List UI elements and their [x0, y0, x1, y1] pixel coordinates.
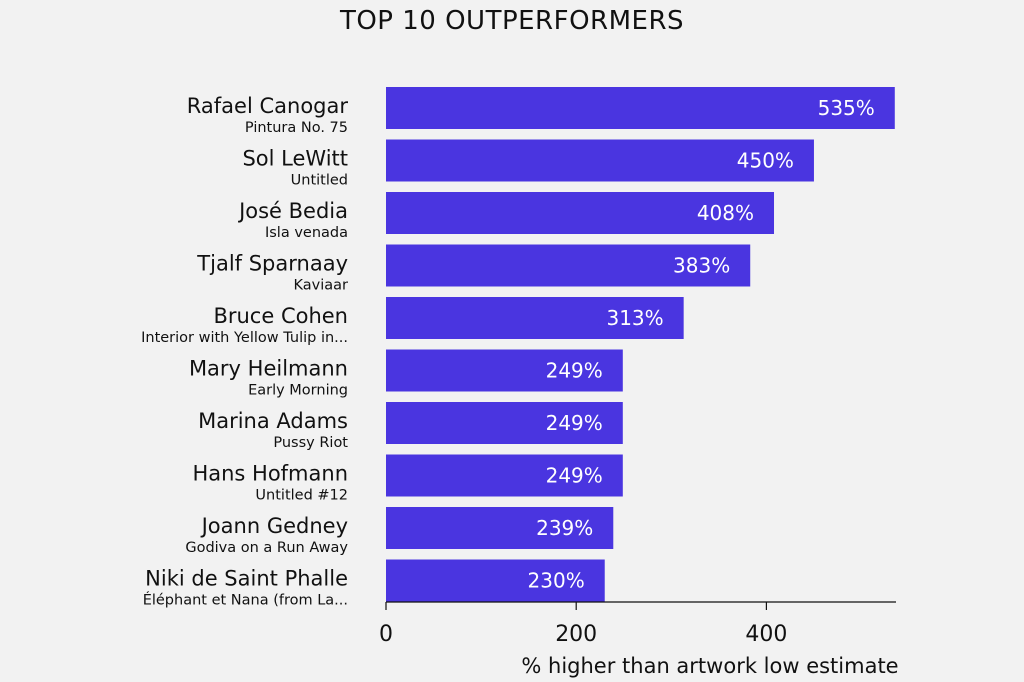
artwork-label: Éléphant et Nana (from La...	[143, 592, 348, 609]
x-axis: 0 200 400 % higher than artwork low estimat…	[379, 601, 899, 678]
x-tick-label: 0	[379, 622, 393, 647]
artwork-label: Kaviaar	[294, 278, 349, 294]
bar	[386, 454, 623, 497]
bar	[386, 507, 614, 549]
bar	[386, 349, 623, 392]
artwork-label: Interior with Yellow Tulip in...	[141, 330, 348, 346]
x-axis-label: % higher than artwork low estimate	[521, 654, 898, 678]
artwork-label: Isla venada	[265, 225, 348, 241]
artist-label: Sol LeWitt	[242, 147, 348, 171]
bar-value-label: 408%	[697, 201, 754, 225]
artwork-label: Untitled #12	[255, 488, 348, 504]
artwork-label: Pussy Riot	[273, 435, 348, 451]
artist-label: Hans Hofmann	[192, 462, 348, 486]
chart-title: TOP 10 OUTPERFORMERS	[339, 6, 685, 36]
bar-value-label: 249%	[546, 411, 603, 435]
category-labels-group: Rafael Canogar Pintura No. 75 Sol LeWitt Un…	[141, 94, 348, 609]
bar-value-label: 313%	[606, 306, 663, 330]
bar-value-label: 450%	[737, 149, 794, 173]
artist-label: Niki de Saint Phalle	[145, 567, 348, 591]
artist-label: Tjalf Sparnaay	[196, 252, 348, 276]
artwork-label: Godiva on a Run Away	[185, 540, 348, 556]
bar	[386, 559, 605, 602]
bar	[386, 192, 775, 234]
bar-value-label: 249%	[546, 464, 603, 488]
bars-group: 535% 450% 408% 383% 313% 249% 249% 249% 239% 230%	[386, 87, 895, 602]
artist-label: Joann Gedney	[200, 514, 348, 538]
x-tick-label: 200	[555, 622, 597, 647]
bar	[386, 402, 623, 444]
artwork-label: Early Morning	[248, 383, 348, 399]
artwork-label: Untitled	[291, 173, 348, 189]
artist-label: Marina Adams	[198, 409, 348, 433]
artist-label: Rafael Canogar	[187, 94, 349, 118]
bar	[386, 87, 895, 129]
bar	[386, 244, 751, 287]
bar	[386, 139, 814, 182]
artwork-label: Pintura No. 75	[245, 120, 348, 136]
artist-label: Bruce Cohen	[213, 304, 348, 328]
bar-value-label: 249%	[546, 359, 603, 383]
bar-value-label: 230%	[528, 569, 585, 593]
bar	[386, 297, 684, 339]
bar-value-label: 239%	[536, 516, 593, 540]
x-tick-label: 400	[745, 622, 787, 647]
artist-label: Mary Heilmann	[189, 357, 348, 381]
artist-label: José Bedia	[237, 199, 348, 223]
bar-value-label: 535%	[818, 96, 875, 120]
bar-value-label: 383%	[673, 254, 730, 278]
